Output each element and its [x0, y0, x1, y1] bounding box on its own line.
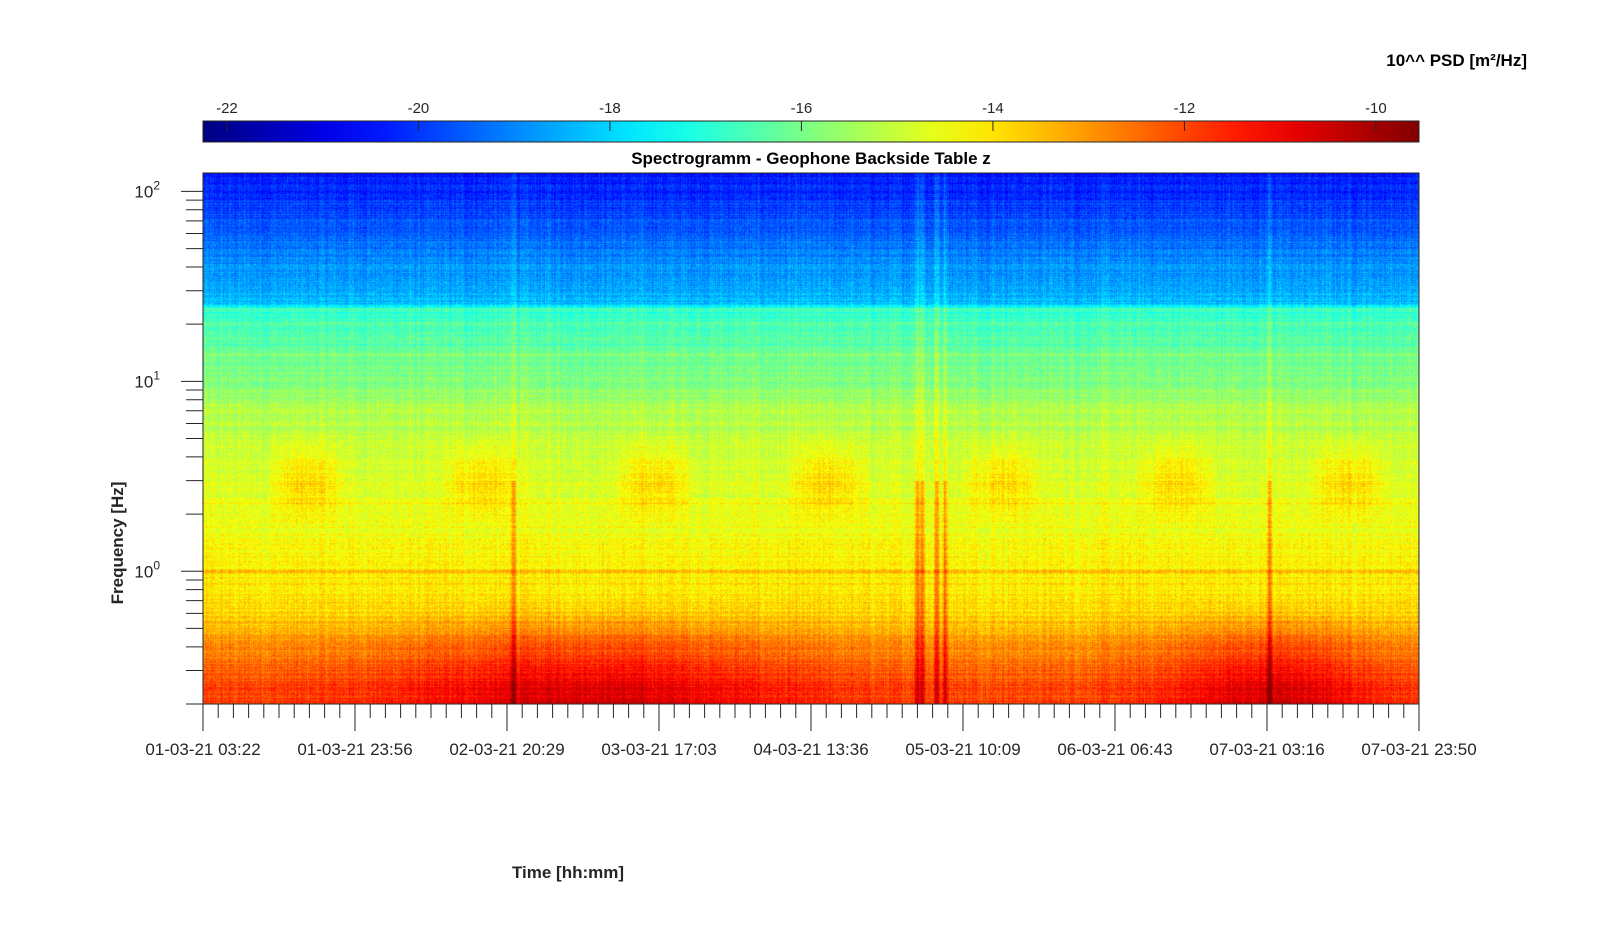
colorbar-tick-label: -14 [982, 100, 1004, 117]
x-axis: 01-03-21 03:22 01-03-21 23:56 02-03-21 20:… [145, 704, 1477, 759]
y-axis-label: Frequency [Hz] [108, 482, 127, 605]
x-tick-label: 01-03-21 23:56 [297, 740, 412, 759]
colorbar-tick-label: -20 [408, 100, 430, 117]
colorbar-gradient [202, 120, 1420, 143]
x-axis-label: Time [hh:mm] [512, 863, 624, 882]
x-tick-label: 07-03-21 23:50 [1361, 740, 1476, 759]
colorbar-ticks: -22 -20 -18 -16 -14 -12 -10 [216, 100, 1387, 131]
colorbar-tick-label: -12 [1174, 100, 1196, 117]
x-tick-label: 06-03-21 06:43 [1057, 740, 1172, 759]
plot-area [202, 172, 1420, 705]
colorbar-tick-label: -22 [216, 100, 238, 117]
x-tick-label: 07-03-21 03:16 [1209, 740, 1324, 759]
x-tick-label: 02-03-21 20:29 [449, 740, 564, 759]
x-tick-label: 01-03-21 03:22 [145, 740, 260, 759]
x-tick-label: 05-03-21 10:09 [905, 740, 1020, 759]
y-tick-label: 102 [134, 178, 160, 201]
colorbar-tick-label: -18 [599, 100, 621, 117]
x-tick-label: 03-03-21 17:03 [601, 740, 716, 759]
colorbar-tick-label: -16 [791, 100, 813, 117]
x-tick-label: 04-03-21 13:36 [753, 740, 868, 759]
colorbar-tick-label: -10 [1365, 100, 1387, 117]
y-tick-label: 100 [134, 558, 160, 581]
y-axis: 100 101 102 [134, 178, 203, 705]
colorbar-title: 10^^ PSD [m²/Hz] [1386, 51, 1527, 70]
colorbar: -22 -20 -18 -16 -14 -12 -10 [202, 100, 1420, 143]
chart-title: Spectrogramm - Geophone Backside Table z [631, 149, 991, 168]
y-tick-label: 101 [134, 368, 160, 391]
spectrogram-heatmap [203, 173, 1419, 704]
